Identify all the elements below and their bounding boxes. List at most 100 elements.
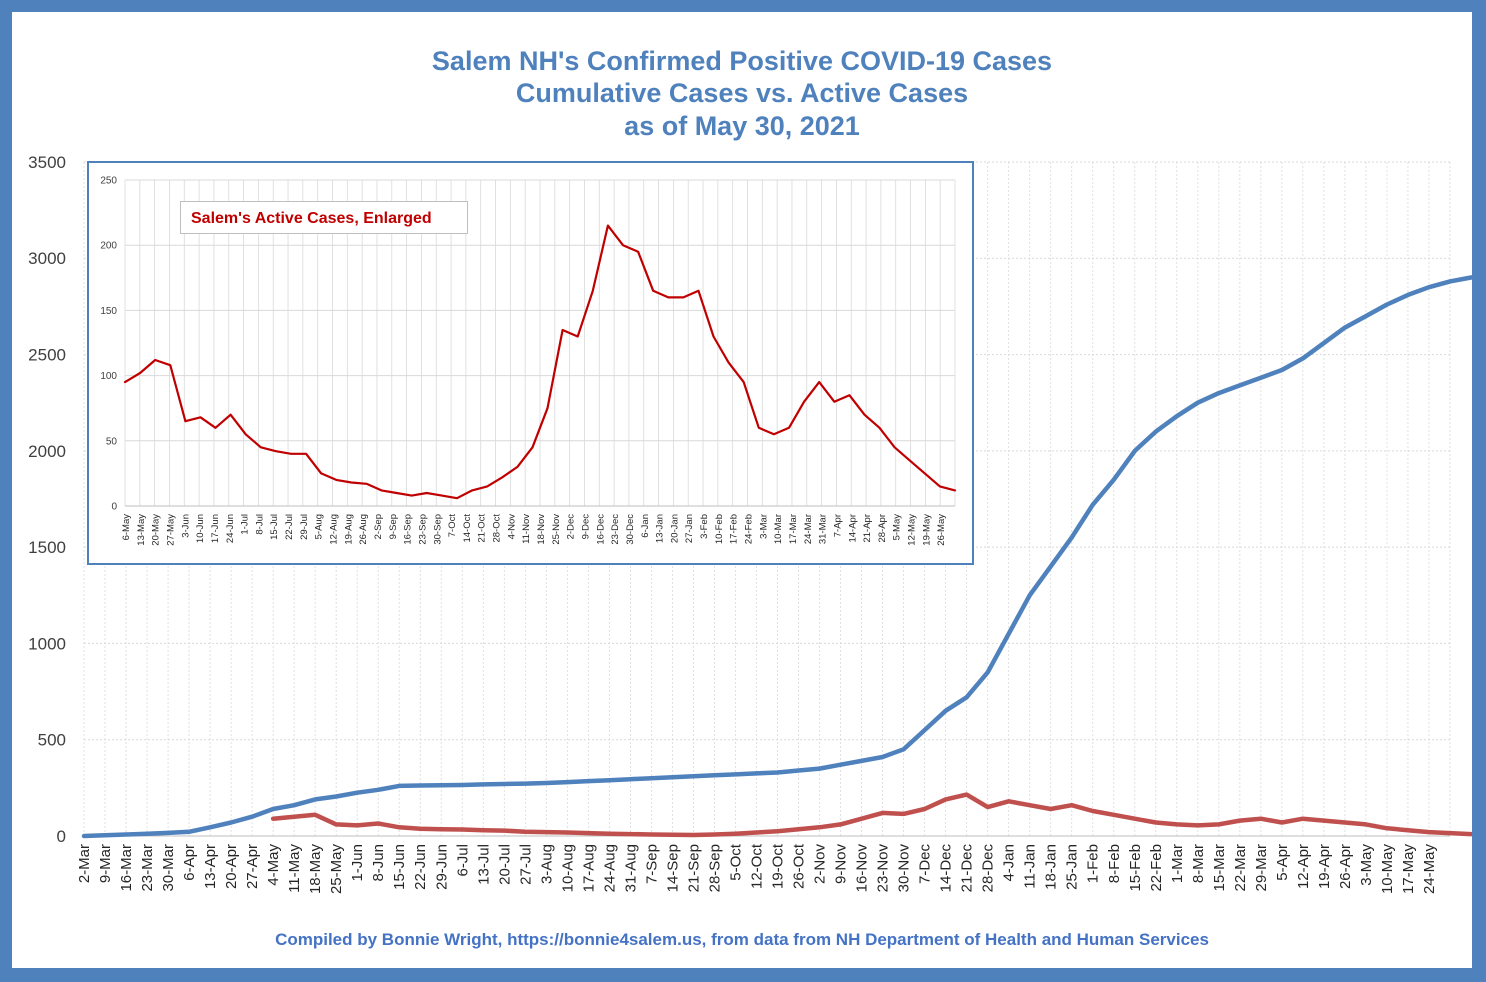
x-tick-label: 8-Mar (1190, 844, 1207, 883)
x-tick-label: 7-Oct (447, 514, 458, 538)
x-tick-label: 14-Sep (664, 844, 681, 892)
x-tick-label: 8-Jul (254, 514, 265, 535)
x-tick-label: 22-Mar (1232, 844, 1249, 892)
x-tick-label: 25-Jan (1064, 844, 1081, 890)
x-tick-label: 9-Sep (388, 514, 399, 539)
x-tick-label: 30-Nov (896, 844, 913, 893)
x-tick-label: 28-Apr (877, 514, 888, 543)
x-tick-label: 6-Jan (640, 514, 651, 538)
x-tick-label: 16-Mar (118, 844, 135, 892)
x-tick-label: 29-Mar (1253, 844, 1270, 892)
series-line-active (270, 792, 1472, 838)
x-tick-label: 31-Mar (818, 514, 829, 544)
x-tick-label: 20-Apr (223, 844, 240, 889)
x-tick-label: 23-Sep (417, 514, 428, 545)
y-tick-label: 200 (100, 241, 117, 252)
x-tick-label: 5-Apr (1274, 844, 1291, 881)
x-tick-label: 23-Mar (139, 844, 156, 892)
x-tick-label: 18-Nov (536, 514, 547, 545)
x-tick-label: 20-Jul (496, 844, 513, 885)
x-tick-label: 24-Feb (744, 514, 755, 544)
x-tick-label: 27-Jan (684, 514, 695, 543)
x-tick-label: 4-Nov (506, 514, 517, 540)
x-tick-label: 29-Jul (299, 514, 310, 540)
x-tick-label: 24-Mar (803, 514, 814, 544)
x-tick-label: 30-Dec (625, 514, 636, 545)
y-tick-label: 100 (100, 371, 117, 382)
x-tick-label: 12-Apr (1295, 844, 1312, 889)
chart-title-line-2: Cumulative Cases vs. Active Cases (515, 78, 969, 108)
x-tick-label: 28-Oct (492, 514, 503, 543)
x-tick-label: 29-Jun (433, 844, 450, 890)
x-tick-label: 18-May (307, 844, 324, 895)
series-line-inset_line (123, 224, 957, 500)
x-tick-label: 14-Dec (938, 844, 955, 893)
x-tick-label: 23-Nov (875, 844, 892, 893)
x-tick-label: 31-Aug (622, 844, 639, 892)
x-tick-label: 3-May (1358, 844, 1375, 886)
x-tick-label: 24-Aug (601, 844, 618, 892)
x-tick-label: 10-Feb (714, 514, 725, 544)
x-tick-label: 19-Oct (770, 843, 787, 889)
x-tick-label: 9-Dec (580, 514, 591, 540)
x-tick-label: 23-Dec (610, 514, 621, 545)
x-tick-label: 3-Mar (758, 514, 769, 539)
y-tick-label: 0 (57, 827, 66, 846)
x-tick-label: 28-Dec (980, 844, 997, 893)
x-tick-label: 8-Feb (1106, 844, 1123, 883)
x-tick-label: 19-Apr (1316, 844, 1333, 889)
x-tick-label: 20-May (151, 514, 162, 546)
x-tick-label: 22-Jul (284, 514, 295, 540)
x-tick-label: 2-Sep (373, 514, 384, 539)
x-tick-label: 30-Sep (432, 514, 443, 545)
y-tick-label: 500 (38, 731, 66, 750)
x-tick-label: 17-Mar (788, 514, 799, 544)
x-tick-label: 13-Apr (202, 844, 219, 889)
x-tick-label: 6-May (121, 514, 132, 541)
inset-line-chart: 0 50 100 150 200 250 6-May 13-May 20-May 27-May 3-… (100, 176, 957, 546)
x-tick-label: 3-Aug (538, 844, 555, 884)
x-tick-label: 1-Mar (1169, 844, 1186, 883)
x-tick-label: 13-Jan (655, 514, 666, 543)
y-tick-label: 250 (100, 176, 117, 187)
x-tick-label: 5-May (892, 514, 903, 541)
series-line-cumulative (81, 275, 1472, 839)
x-tick-label: 4-Jan (1001, 844, 1018, 882)
x-tick-label: 19-May (921, 514, 932, 546)
x-tick-label: 3-Jun (180, 514, 191, 538)
y-tick-label: 0 (111, 502, 117, 513)
x-tick-label: 2-Dec (566, 514, 577, 540)
x-tick-label: 17-Aug (580, 844, 597, 892)
x-tick-label: 12-May (907, 514, 918, 546)
x-tick-label: 22-Feb (1148, 844, 1165, 892)
x-tick-label: 16-Nov (854, 844, 871, 893)
x-tick-label: 2-Mar (76, 844, 93, 883)
x-tick-label: 10-Jun (195, 514, 206, 543)
x-tick-label: 22-Jun (412, 844, 429, 890)
x-tick-label: 27-Jul (517, 844, 534, 885)
x-tick-label: 17-Feb (729, 514, 740, 544)
x-tick-label: 3-Feb (699, 514, 710, 539)
chart-frame: Salem NH's Confirmed Positive COVID-19 C… (12, 12, 1472, 968)
x-tick-label: 15-Mar (1211, 844, 1228, 892)
x-tick-label: 26-Apr (1337, 844, 1354, 889)
x-tick-label: 5-Aug (314, 514, 325, 539)
y-tick-label: 3000 (28, 249, 66, 268)
x-tick-label: 11-Nov (521, 514, 532, 544)
x-tick-label: 11-Jan (1022, 844, 1039, 889)
chart-title-line-3: as of May 30, 2021 (624, 111, 860, 141)
x-tick-label: 6-Jul (454, 844, 471, 877)
x-tick-label: 30-Mar (160, 844, 177, 892)
x-tick-label: 25-Nov (551, 514, 562, 545)
x-tick-label: 9-Mar (97, 844, 114, 883)
x-tick-label: 7-Sep (643, 844, 660, 884)
inset-chart: 0 50 100 150 200 250 6-May 13-May 20-May 27-May 3-… (87, 161, 974, 565)
x-tick-label: 26-May (936, 514, 947, 546)
y-tick-label: 3500 (28, 153, 66, 172)
chart-title-line-1: Salem NH's Confirmed Positive COVID-19 C… (431, 46, 1053, 76)
x-tick-label: 24-May (1421, 844, 1438, 895)
y-tick-label: 150 (100, 306, 117, 317)
x-tick-label: 1-Jul (240, 514, 251, 535)
x-tick-label: 21-Sep (685, 844, 702, 892)
x-tick-label: 7-Apr (832, 514, 843, 537)
